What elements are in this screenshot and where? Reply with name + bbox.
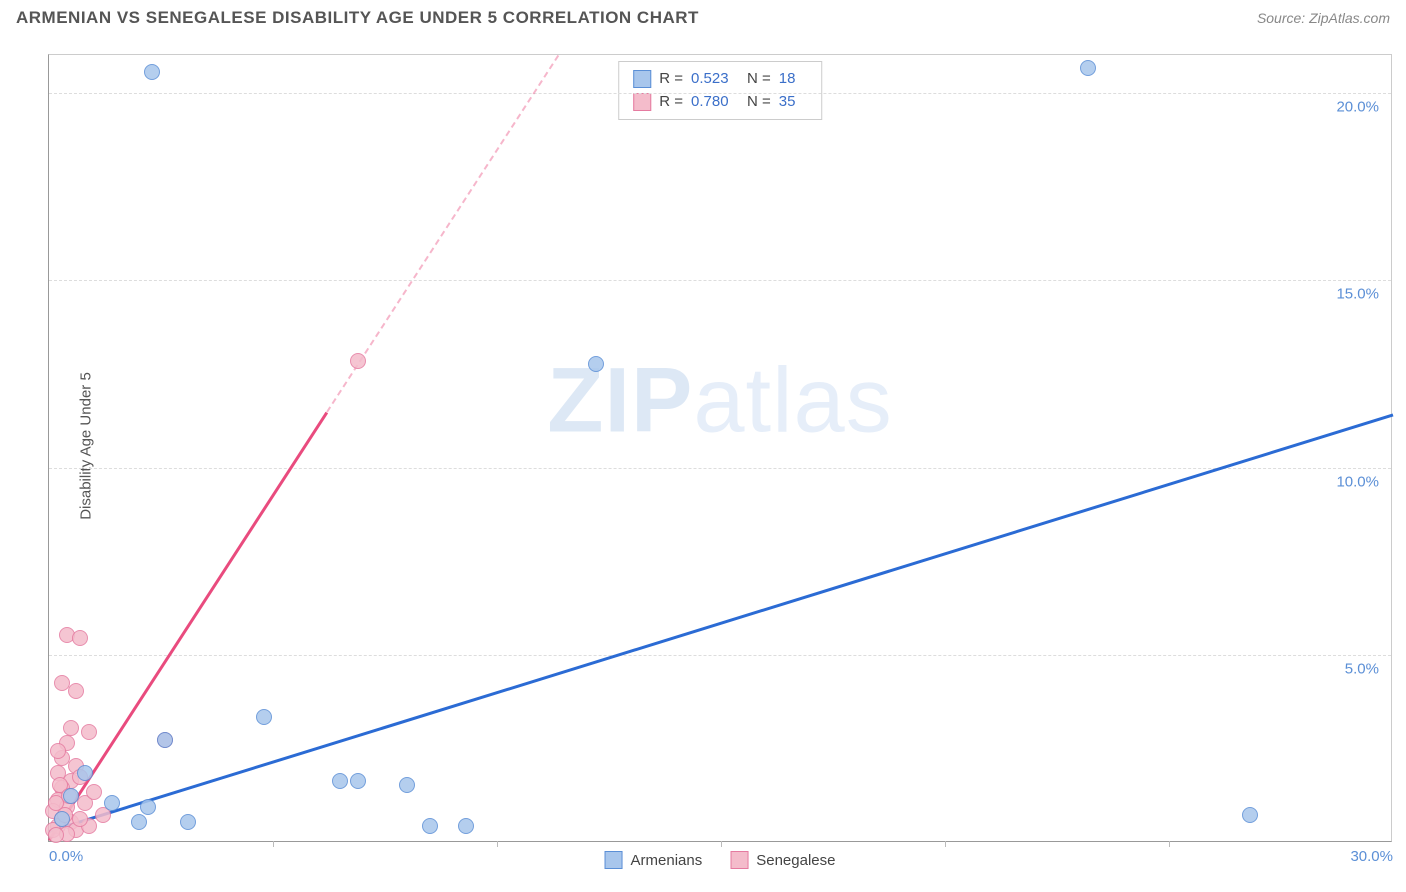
data-point: [422, 818, 438, 834]
data-point: [72, 811, 88, 827]
data-point: [104, 795, 120, 811]
data-point: [144, 64, 160, 80]
data-point: [350, 353, 366, 369]
data-point: [54, 811, 70, 827]
data-point: [1080, 60, 1096, 76]
data-point: [256, 709, 272, 725]
y-tick-label: 15.0%: [1336, 286, 1379, 303]
legend-label: Senegalese: [756, 852, 835, 869]
correlation-legend: R = 0.523 N = 18 R = 0.780 N = 35: [618, 61, 822, 120]
n-label: N =: [747, 68, 771, 91]
chart-title: ARMENIAN VS SENEGALESE DISABILITY AGE UN…: [16, 8, 699, 28]
data-point: [50, 743, 66, 759]
gridline: [49, 468, 1391, 469]
data-point: [157, 732, 173, 748]
data-point: [77, 765, 93, 781]
x-tick-label: 30.0%: [1350, 848, 1393, 865]
x-tick: [1169, 841, 1170, 847]
data-point: [86, 784, 102, 800]
data-point: [458, 818, 474, 834]
legend-label: Armenians: [631, 852, 703, 869]
data-point: [1242, 807, 1258, 823]
legend-item: Armenians: [605, 851, 703, 869]
data-point: [350, 773, 366, 789]
r-value: 0.780: [691, 91, 739, 114]
data-point: [140, 799, 156, 815]
series-legend: Armenians Senegalese: [605, 851, 836, 869]
x-tick: [497, 841, 498, 847]
trend-line: [49, 413, 1394, 832]
legend-swatch: [633, 70, 651, 88]
x-tick: [721, 841, 722, 847]
y-tick-label: 10.0%: [1336, 473, 1379, 490]
n-label: N =: [747, 91, 771, 114]
data-point: [131, 814, 147, 830]
header: ARMENIAN VS SENEGALESE DISABILITY AGE UN…: [0, 0, 1406, 32]
data-point: [332, 773, 348, 789]
gridline: [49, 280, 1391, 281]
data-point: [68, 683, 84, 699]
scatter-chart: ZIPatlas R =0.523N =18R =0.780N =35 Arme…: [48, 54, 1392, 842]
legend-swatch: [730, 851, 748, 869]
data-point: [588, 356, 604, 372]
legend-swatch: [633, 93, 651, 111]
source-attribution: Source: ZipAtlas.com: [1257, 10, 1390, 26]
data-point: [180, 814, 196, 830]
legend-row: R = 0.523 N = 18: [633, 68, 807, 91]
n-value: 18: [779, 68, 807, 91]
data-point: [48, 827, 64, 843]
x-tick-label: 0.0%: [49, 848, 83, 865]
legend-row: R = 0.780 N = 35: [633, 91, 807, 114]
gridline: [49, 655, 1391, 656]
data-point: [63, 720, 79, 736]
x-tick: [273, 841, 274, 847]
y-tick-label: 5.0%: [1345, 661, 1379, 678]
r-label: R =: [659, 91, 683, 114]
n-value: 35: [779, 91, 807, 114]
gridline: [49, 93, 1391, 94]
legend-swatch: [605, 851, 623, 869]
data-point: [81, 724, 97, 740]
r-value: 0.523: [691, 68, 739, 91]
data-point: [399, 777, 415, 793]
y-tick-label: 20.0%: [1336, 98, 1379, 115]
r-label: R =: [659, 68, 683, 91]
legend-item: Senegalese: [730, 851, 835, 869]
x-tick: [945, 841, 946, 847]
data-point: [63, 788, 79, 804]
data-point: [72, 630, 88, 646]
